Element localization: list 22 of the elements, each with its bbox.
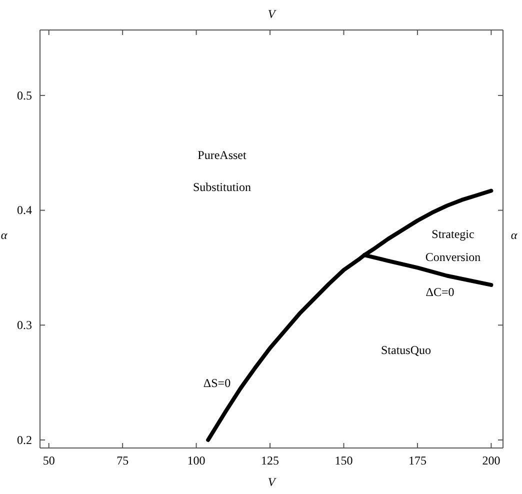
x2-axis-title: V (268, 7, 277, 21)
annotation: Conversion (425, 250, 481, 264)
annotation: PureAsset (198, 148, 247, 162)
y2-axis-title: α (510, 228, 518, 242)
x-axis-title: V (268, 475, 277, 489)
x-tick-label: 75 (116, 454, 129, 468)
annotation: Strategic (432, 227, 474, 242)
x-tick-label: 200 (482, 454, 500, 468)
y-tick-label: 0.5 (17, 88, 32, 102)
y-axis-title: α (0, 228, 8, 242)
y-tick-label: 0.4 (17, 203, 32, 218)
x-tick-label: 175 (408, 454, 426, 468)
x-tick-label: 125 (261, 454, 280, 468)
y-tick-label: 0.3 (17, 318, 32, 332)
x-tick-label: 50 (42, 454, 55, 468)
y-tick-label: 0.2 (17, 432, 32, 447)
annotation: StatusQuo (380, 343, 432, 358)
annotation: ΔS=0 (203, 376, 231, 390)
x-tick-label: 100 (187, 454, 206, 468)
annotation: ΔC=0 (426, 285, 454, 300)
x-tick-label: 150 (334, 454, 353, 468)
annotation: Substitution (192, 180, 252, 194)
